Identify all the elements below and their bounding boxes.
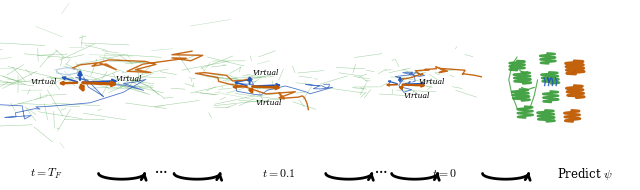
Text: $t = T_F$: $t = T_F$ [30, 167, 63, 181]
Text: $t = 0$: $t = 0$ [432, 167, 458, 180]
Text: Virtual: Virtual [419, 78, 445, 86]
Text: Virtual: Virtual [403, 92, 429, 100]
Text: Predict $\psi$: Predict $\psi$ [557, 166, 614, 182]
Text: Virtual: Virtual [115, 75, 142, 83]
Text: ···: ··· [155, 166, 168, 179]
Text: $t = 0.1$: $t = 0.1$ [262, 167, 295, 180]
Text: ···: ··· [374, 166, 387, 179]
Text: Virtual: Virtual [256, 99, 282, 107]
Text: Virtual: Virtual [253, 69, 279, 77]
Text: Virtual: Virtual [31, 78, 58, 86]
